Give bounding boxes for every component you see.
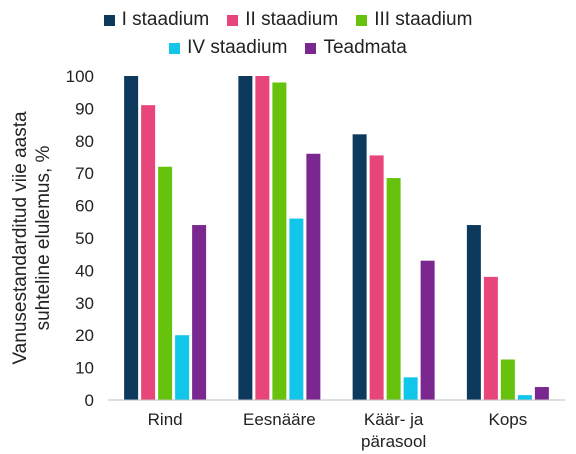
x-category-label: Kops bbox=[489, 410, 528, 429]
bar-iv-staadium bbox=[175, 335, 190, 400]
legend-row-1: I staadium II staadium III staadium bbox=[0, 6, 576, 34]
x-category-label: Eesnääre bbox=[243, 410, 316, 429]
y-axis-title: Vanusestandarditud viie aasta suhteline e… bbox=[10, 111, 54, 365]
legend-swatch bbox=[103, 14, 115, 26]
legend-label: Teadmata bbox=[323, 37, 407, 58]
legend-label: II staadium bbox=[245, 9, 339, 30]
x-category-label: Rind bbox=[148, 410, 183, 429]
legend-swatch bbox=[227, 14, 239, 26]
y-tick-label: 60 bbox=[75, 197, 94, 216]
bar-iv-staadium bbox=[403, 377, 418, 400]
x-axis-categories: Rind Eesnääre Käär- ja pärasool Kops bbox=[148, 410, 528, 451]
y-tick-label: 100 bbox=[66, 67, 94, 86]
y-tick-label: 10 bbox=[75, 359, 94, 378]
legend-label: IV staadium bbox=[187, 37, 288, 58]
x-category-label: Käär- ja bbox=[364, 410, 424, 429]
bar-iv-staadium bbox=[517, 395, 532, 400]
bar-ii-staadium bbox=[141, 105, 156, 400]
y-tick-label: 0 bbox=[85, 391, 94, 410]
y-tick-label: 50 bbox=[75, 229, 94, 248]
legend-item-stage-1: I staadium bbox=[103, 9, 210, 31]
y-tick-label: 30 bbox=[75, 294, 94, 313]
y-tick-label: 80 bbox=[75, 132, 94, 151]
y-tick-label: 90 bbox=[75, 99, 94, 118]
bar-ii-staadium bbox=[369, 155, 384, 400]
bar-i-staadium bbox=[124, 76, 139, 400]
bar-i-staadium bbox=[352, 134, 367, 400]
bar-iii-staadium bbox=[272, 82, 287, 400]
legend-item-stage-4: IV staadium bbox=[169, 37, 287, 59]
bar-teadmata bbox=[306, 153, 321, 400]
legend-item-unknown: Teadmata bbox=[305, 37, 407, 59]
legend-label: I staadium bbox=[121, 9, 210, 30]
legend-swatch bbox=[305, 42, 317, 54]
bar-ii-staadium bbox=[255, 76, 270, 400]
legend: I staadium II staadium III staadium IV s… bbox=[0, 6, 576, 62]
bar-i-staadium bbox=[238, 76, 253, 400]
x-category-label: pärasool bbox=[361, 432, 426, 451]
legend-label: III staadium bbox=[374, 9, 473, 30]
bar-teadmata bbox=[534, 387, 549, 400]
bar-i-staadium bbox=[466, 225, 481, 400]
legend-item-stage-3: III staadium bbox=[356, 9, 472, 31]
y-axis-title-line: Vanusestandarditud viie aasta bbox=[10, 111, 31, 365]
bar-iii-staadium bbox=[158, 166, 173, 400]
legend-row-2: IV staadium Teadmata bbox=[0, 34, 576, 62]
legend-item-stage-2: II staadium bbox=[227, 9, 338, 31]
y-axis-ticks: 0 10 20 30 40 50 60 70 80 90 100 bbox=[66, 67, 94, 410]
legend-swatch bbox=[169, 42, 181, 54]
bar-iii-staadium bbox=[500, 359, 515, 400]
y-axis-title-line: suhteline elulemus, % bbox=[33, 145, 54, 330]
legend-swatch bbox=[356, 14, 368, 26]
bar-ii-staadium bbox=[483, 276, 498, 400]
y-tick-label: 20 bbox=[75, 326, 94, 345]
y-tick-label: 70 bbox=[75, 164, 94, 183]
y-tick-label: 40 bbox=[75, 261, 94, 280]
bars bbox=[124, 76, 549, 400]
bar-iii-staadium bbox=[386, 178, 401, 400]
bar-teadmata bbox=[192, 225, 207, 400]
bar-iv-staadium bbox=[289, 218, 304, 400]
bar-teadmata bbox=[420, 260, 435, 400]
